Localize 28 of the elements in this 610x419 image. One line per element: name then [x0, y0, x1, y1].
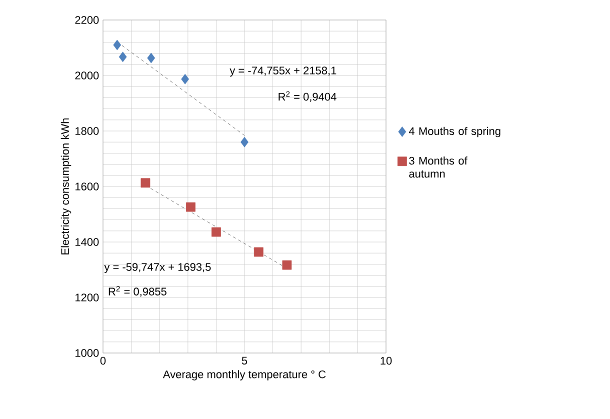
x-axis-title: Average monthly temperature ° C — [162, 370, 326, 380]
annotation: y = -59,747x + 1693,5 — [104, 263, 211, 274]
y-tick-label: 1800 — [76, 127, 99, 135]
x-tick-label: 10 — [380, 356, 392, 365]
annotation: R$^{2}$ = 0,9404 — [278, 91, 336, 102]
point — [254, 247, 264, 257]
y-tick-label: 2000 — [75, 72, 99, 80]
y-tick-label: 1400 — [76, 238, 99, 246]
point — [240, 136, 248, 148]
point — [113, 40, 122, 50]
point — [186, 202, 196, 212]
y-tick-label: 1600 — [76, 182, 99, 190]
legend-label: 3 Months of autumn — [409, 156, 468, 178]
y-axis-title: Electricity consumption kWh — [60, 118, 72, 254]
y-tick-label: 1200 — [76, 294, 99, 302]
y-tick-label: 1000 — [76, 349, 99, 357]
annotation: y = -74,755x + 2158,1 — [230, 66, 336, 77]
point — [118, 52, 127, 62]
point — [212, 227, 221, 237]
point — [147, 52, 156, 64]
legend-label: 4 Mouths of spring — [408, 126, 500, 138]
point — [282, 260, 292, 270]
point — [181, 74, 190, 84]
x-tick-label: 5 — [242, 356, 248, 365]
x-tick-label: 0 — [100, 356, 106, 365]
y-tick-label: 2200 — [75, 16, 99, 24]
annotation: R$^{2}$ = 0,9855 — [108, 286, 166, 297]
point — [140, 178, 150, 188]
